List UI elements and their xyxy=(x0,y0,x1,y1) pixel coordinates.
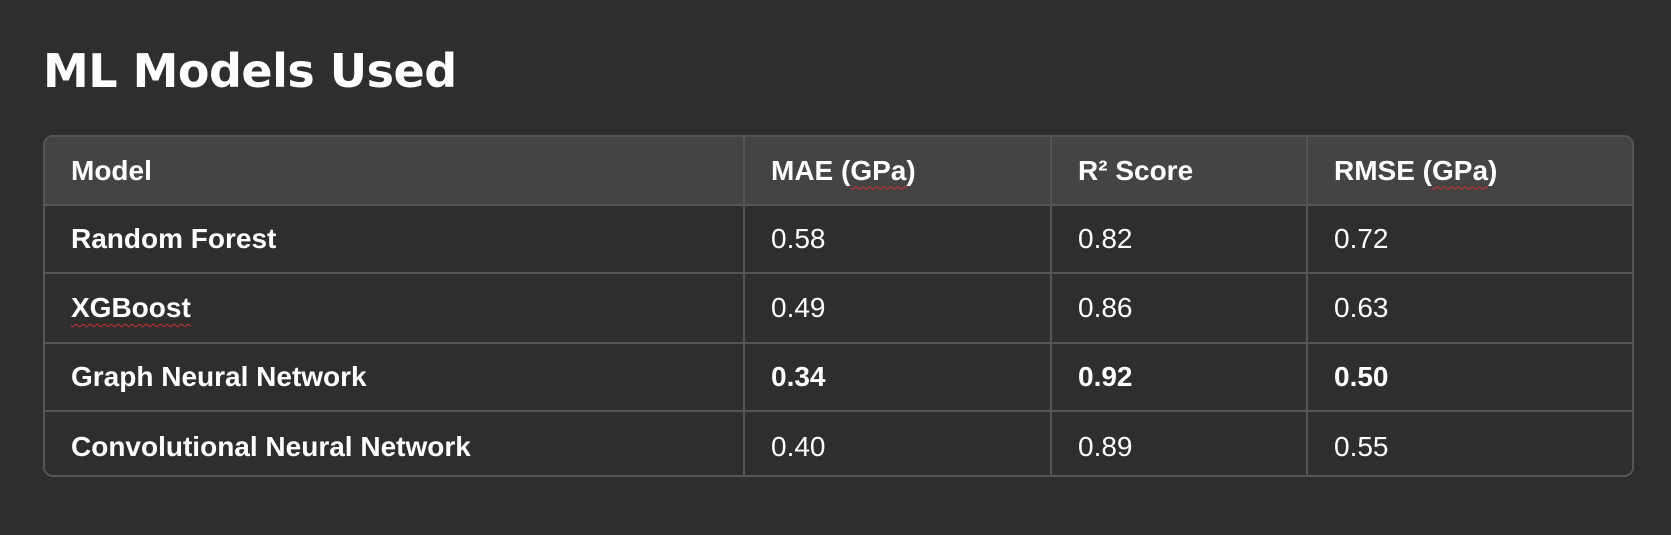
cell-rmse: 0.63 xyxy=(1307,273,1632,344)
models-table: Model MAE (GPa) R² Score RMSE (GPa) Rand… xyxy=(45,137,1632,475)
header-rmse-prefix: RMSE ( xyxy=(1334,154,1432,186)
table-row: Random Forest 0.58 0.82 0.72 xyxy=(45,205,1632,274)
cell-model: Random Forest xyxy=(45,205,745,274)
header-mae-unit: GPa xyxy=(850,154,907,186)
cell-mae: 0.49 xyxy=(744,273,1052,344)
header-mae-prefix: MAE ( xyxy=(771,154,851,186)
table-row: XGBoost 0.49 0.86 0.63 xyxy=(45,273,1632,344)
cell-mae: 0.58 xyxy=(744,205,1052,274)
cell-model: Graph Neural Network xyxy=(45,343,745,412)
header-model: Model xyxy=(45,137,745,206)
header-rmse-unit: GPa xyxy=(1432,154,1489,186)
cell-model: Convolutional Neural Network xyxy=(45,411,745,475)
cell-mae: 0.34 xyxy=(744,343,1052,412)
header-mae: MAE (GPa) xyxy=(744,137,1052,206)
cell-model: XGBoost xyxy=(45,273,745,344)
cell-rmse: 0.50 xyxy=(1307,343,1632,412)
table-row: Convolutional Neural Network 0.40 0.89 0… xyxy=(45,411,1632,475)
cell-r2: 0.89 xyxy=(1051,411,1308,475)
cell-r2: 0.82 xyxy=(1051,205,1308,274)
cell-mae: 0.40 xyxy=(744,411,1052,475)
cell-r2: 0.92 xyxy=(1051,343,1308,412)
header-r2: R² Score xyxy=(1051,137,1308,206)
table-header-row: Model MAE (GPa) R² Score RMSE (GPa) xyxy=(45,137,1632,206)
cell-r2: 0.86 xyxy=(1051,273,1308,344)
header-mae-suffix: ) xyxy=(906,154,916,186)
page-title: ML Models Used xyxy=(43,44,457,98)
header-rmse: RMSE (GPa) xyxy=(1307,137,1632,206)
models-table-container: Model MAE (GPa) R² Score RMSE (GPa) Rand… xyxy=(43,135,1634,477)
cell-model-text: XGBoost xyxy=(71,292,191,323)
cell-rmse: 0.72 xyxy=(1307,205,1632,274)
cell-rmse: 0.55 xyxy=(1334,430,1389,462)
header-rmse-suffix: ) xyxy=(1488,154,1498,186)
table-row-highlighted: Graph Neural Network 0.34 0.92 0.50 xyxy=(45,343,1632,412)
